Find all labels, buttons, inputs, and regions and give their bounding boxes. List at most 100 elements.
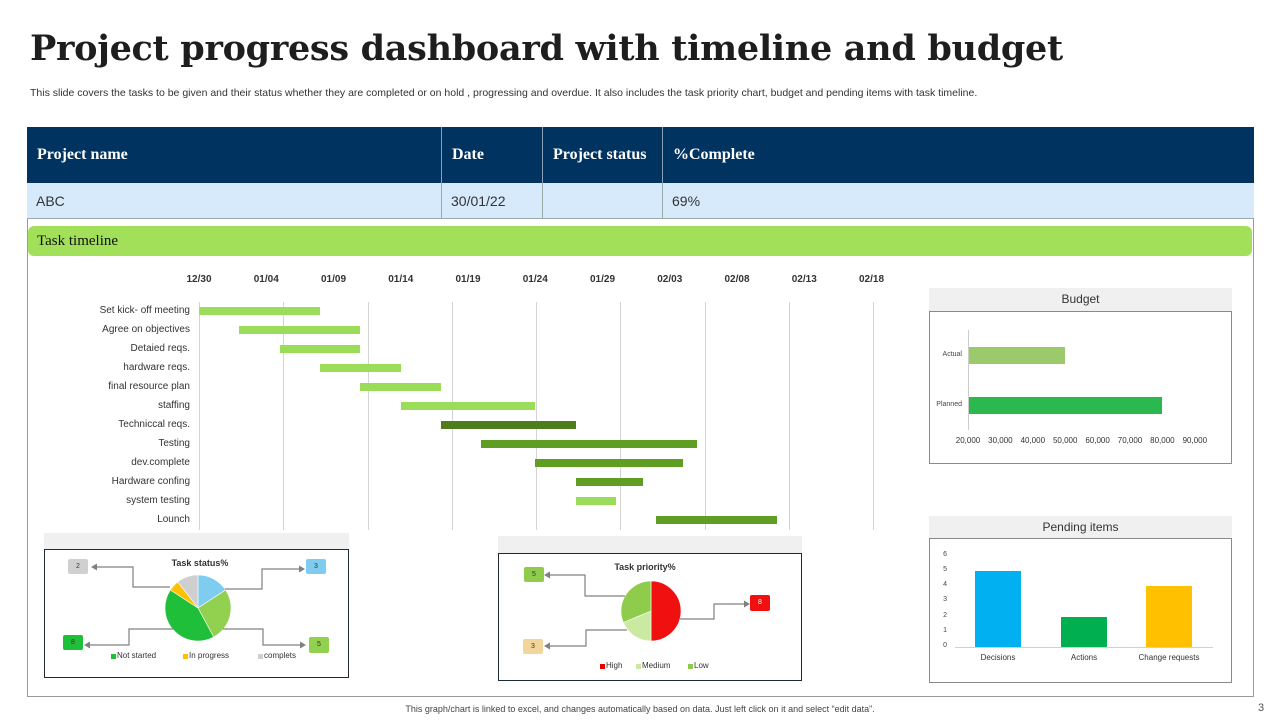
pending-bar [1061, 616, 1107, 647]
gantt-gridline [367, 302, 369, 530]
gantt-bar [400, 402, 536, 410]
pending-axis [955, 647, 1213, 648]
pending-y-tick: 2 [943, 611, 947, 619]
status-callout-complets: 2 [68, 559, 88, 574]
status-connector [223, 628, 301, 646]
gantt-date-label: 01/09 [320, 274, 347, 285]
priority-connector [680, 603, 745, 620]
gantt-bar [441, 421, 576, 429]
budget-bar [969, 347, 1066, 364]
pending-category-label: Change requests [1138, 653, 1200, 662]
task-priority-legend-label: High [606, 661, 623, 670]
gantt-gridline [536, 302, 537, 530]
header-project-status: Project status [543, 127, 663, 183]
gantt-task-label: staffing [157, 400, 190, 411]
gantt-gridline [451, 302, 453, 530]
budget-chart [929, 311, 1232, 464]
task-status-legend-swatch [111, 654, 116, 659]
status-connector [89, 628, 173, 646]
gantt-task-label: final resource plan [108, 381, 190, 392]
gantt-bar [656, 516, 778, 524]
gantt-axis [199, 302, 200, 530]
gantt-bar [575, 478, 643, 486]
pending-y-tick: 4 [943, 581, 947, 589]
gantt-date-label: 01/24 [522, 274, 548, 285]
budget-x-tick: 80,000 [1150, 436, 1175, 445]
footer-note: This graph/chart is linked to excel, and… [405, 704, 875, 714]
gantt-task-label: Detaied reqs. [130, 343, 190, 354]
gantt-date-label: 02/03 [657, 274, 683, 285]
cell-complete: 69% [663, 183, 1254, 219]
gantt-bar [239, 326, 361, 334]
task-priority-legend-label: Medium [642, 661, 671, 670]
gantt-date-label: 02/08 [724, 274, 750, 285]
cell-project-status [543, 183, 663, 219]
task-priority-legend-swatch [636, 664, 641, 669]
task-priority-title: Task priority% [614, 562, 676, 572]
budget-x-tick: 30,000 [988, 436, 1013, 445]
pending-y-tick: 1 [943, 626, 947, 634]
gantt-bar [535, 459, 684, 467]
gantt-date-label: 01/19 [455, 274, 481, 285]
gantt-gridline [873, 302, 874, 530]
gantt-task-label: dev.complete [131, 457, 190, 468]
status-connector-head [84, 641, 90, 649]
budget-x-tick: 50,000 [1052, 436, 1078, 445]
task-priority-legend-swatch [688, 664, 693, 669]
budget-category-label: Planned [936, 401, 962, 408]
gantt-bar [199, 307, 321, 315]
priority-callout-medium: 3 [523, 639, 543, 654]
gantt-task-label: system testing [126, 495, 190, 506]
gantt-bar [360, 383, 442, 391]
gantt-task-label: hardware reqs. [123, 362, 190, 373]
task-status-legend-swatch [258, 654, 263, 659]
gantt-date-label: 01/14 [388, 274, 414, 285]
budget-title: Budget [929, 288, 1232, 311]
task-status-slice [177, 574, 199, 609]
gantt-task-label: Set kick- off meeting [99, 305, 190, 316]
pending-y-tick: 6 [943, 550, 947, 558]
gantt-gridline [620, 302, 622, 530]
task-status-legend-swatch [183, 654, 188, 659]
priority-connector [549, 629, 627, 647]
gantt-date-label: 01/04 [253, 274, 279, 285]
header-complete: %Complete [663, 127, 1254, 183]
priority-callout-low: 5 [524, 567, 544, 582]
priority-connector-head [744, 600, 750, 608]
gantt-bar [481, 440, 697, 448]
gantt-date-label: 02/18 [858, 274, 885, 285]
task-priority-slice [620, 580, 652, 623]
pending-title: Pending items [929, 516, 1232, 538]
budget-x-tick: 40,000 [1020, 436, 1046, 445]
task-status-slice [164, 589, 215, 642]
priority-connector [549, 574, 625, 597]
gantt-bar [575, 497, 616, 505]
status-connector-head [299, 565, 305, 573]
header-date: Date [442, 127, 543, 183]
task-status-title: Task status% [171, 558, 229, 568]
pending-category-label: Actions [1070, 653, 1098, 662]
task-priority-header [498, 536, 802, 553]
budget-bar [969, 397, 1163, 414]
priority-connector-head [544, 642, 550, 650]
cell-date: 30/01/22 [442, 183, 543, 219]
page-subtitle: This slide covers the tasks to be given … [30, 87, 978, 99]
cell-project-name: ABC [27, 183, 442, 219]
status-connector-head [300, 641, 306, 649]
status-callout-green: 5 [309, 637, 329, 653]
budget-x-tick: 60,000 [1085, 436, 1110, 445]
status-callout-blue: 3 [306, 559, 326, 574]
pending-y-tick: 3 [943, 596, 947, 604]
page-number: 3 [1258, 702, 1265, 714]
task-priority-slice [650, 580, 682, 642]
gantt-gridline [704, 302, 706, 530]
header-project-name: Project name [27, 127, 442, 183]
gantt-date-label: 12/30 [186, 274, 212, 285]
gantt-gridline [283, 302, 285, 530]
task-status-slice [197, 589, 232, 638]
task-status-legend-label: Not started [117, 651, 157, 660]
gantt-task-label: Agree on objectives [102, 324, 190, 335]
status-callout-not-started: 8 [63, 635, 83, 650]
